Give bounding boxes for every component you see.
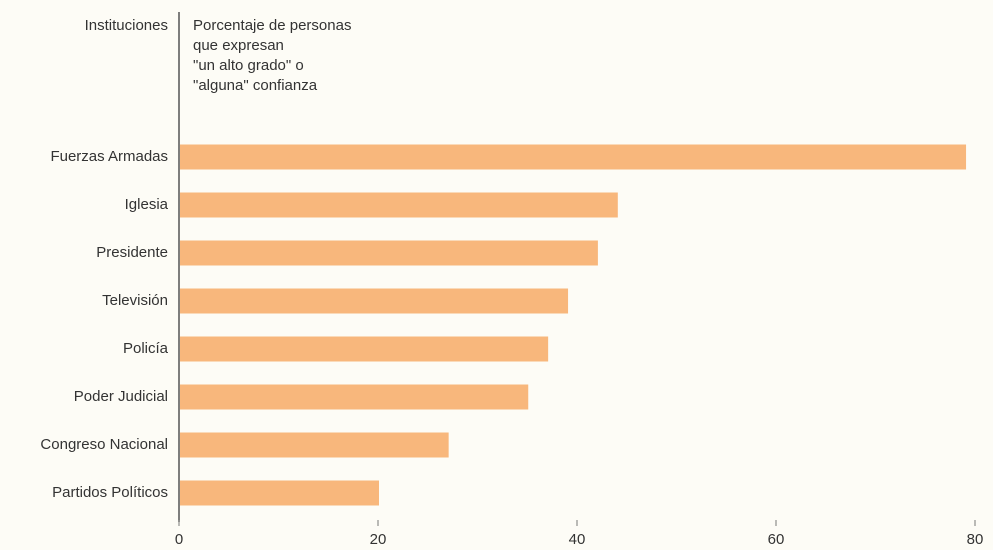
x-tick-label: 0 — [175, 531, 183, 548]
y-tick-label: Fuerzas Armadas — [50, 148, 168, 165]
x-tick-label: 80 — [967, 531, 984, 548]
bar — [180, 144, 967, 170]
bar — [180, 384, 529, 410]
bar — [180, 336, 549, 362]
bar — [180, 288, 569, 314]
value-axis-label: "un alto grado" o — [193, 57, 304, 74]
value-axis-label: "alguna" confianza — [193, 77, 318, 94]
bar — [180, 432, 449, 458]
y-tick-label: Presidente — [96, 244, 168, 261]
y-tick-label: Partidos Políticos — [52, 484, 168, 501]
y-tick-label: Televisión — [102, 292, 168, 309]
bar — [180, 192, 618, 218]
bar — [180, 480, 379, 506]
y-tick-label: Policía — [123, 340, 169, 357]
value-axis-label: Porcentaje de personas — [193, 17, 351, 34]
x-tick-label: 20 — [370, 531, 387, 548]
value-axis-label: que expresan — [193, 37, 284, 54]
bar — [180, 240, 598, 266]
x-tick-label: 60 — [768, 531, 785, 548]
x-tick-label: 40 — [569, 531, 586, 548]
category-axis-label: Instituciones — [85, 17, 168, 34]
y-tick-label: Congreso Nacional — [40, 436, 168, 453]
y-tick-label: Iglesia — [125, 196, 169, 213]
y-tick-label: Poder Judicial — [74, 388, 168, 405]
